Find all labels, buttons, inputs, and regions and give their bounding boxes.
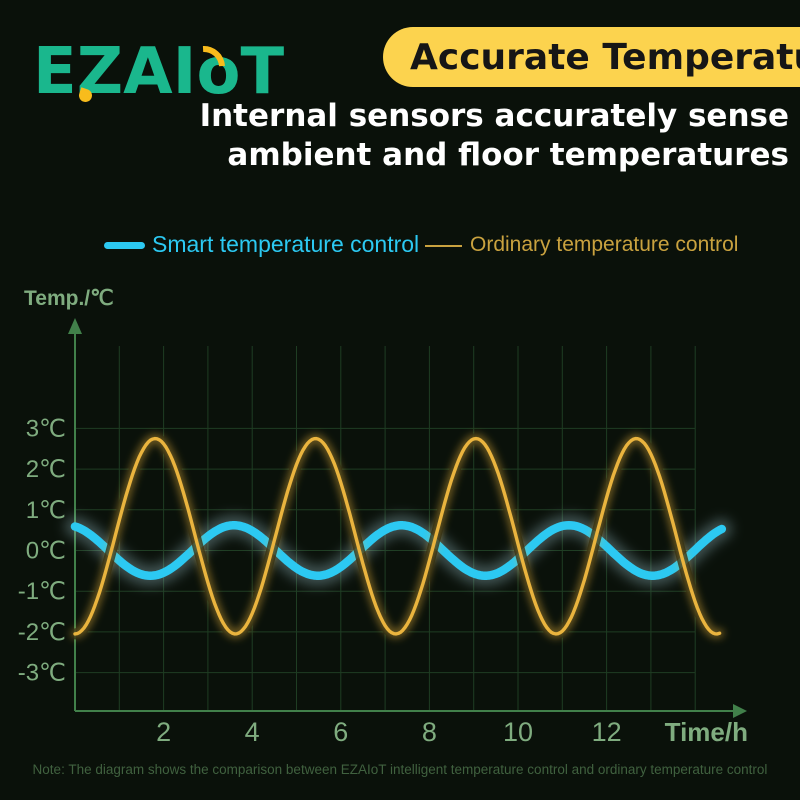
legend-label-ordinary: Ordinary temperature control: [470, 233, 739, 256]
y-tick-label: 0℃: [26, 538, 66, 565]
brand-logo: EZAIoT: [33, 37, 284, 120]
y-axis-label: Temp./℃: [24, 287, 114, 310]
subtitle: Internal sensors accurately sense ambien…: [200, 97, 789, 175]
ordinary-curve-glow: [70, 434, 725, 639]
y-axis-arrow-icon: [68, 318, 82, 334]
legend-label-smart: Smart temperature control: [152, 231, 420, 257]
x-tick-label: 2: [156, 717, 171, 747]
ordinary-curve: [73, 436, 722, 636]
logo-letter-o: o: [196, 35, 241, 109]
accurate-temperature-banner: Accurate Temperature: [383, 27, 800, 87]
subtitle-line-1: Internal sensors accurately sense: [199, 98, 789, 134]
chart-curves: [65, 433, 732, 640]
chart-tick-labels: 3℃ 2℃ 1℃ 0℃ -1℃ -2℃ -3℃ 2 4 6 8 10 12: [18, 415, 622, 747]
x-tick-label: 6: [333, 717, 348, 747]
x-axis-arrow-icon: [733, 704, 747, 718]
logo-text-suffix: T: [240, 35, 285, 109]
logo-text-prefix: EZAI: [33, 35, 197, 109]
x-tick-label: 10: [503, 717, 533, 747]
x-tick-label: 4: [245, 717, 260, 747]
y-tick-label: 2℃: [26, 456, 66, 483]
x-axis-label: Time/h: [665, 717, 748, 747]
y-tick-label: 1℃: [26, 497, 66, 524]
ordinary-line-swatch: [425, 245, 462, 247]
y-tick-label: -1℃: [18, 578, 66, 605]
y-tick-label: -2℃: [18, 619, 66, 646]
smart-line-swatch: [104, 242, 145, 249]
y-tick-label: 3℃: [26, 415, 66, 442]
x-tick-label: 8: [422, 717, 437, 747]
x-tick-label: 12: [592, 717, 622, 747]
y-tick-label: -3℃: [18, 660, 66, 687]
chart-legend: Smart temperature control Ordinary tempe…: [0, 231, 800, 261]
smart-curve: [70, 521, 727, 580]
footnote: Note: The diagram shows the comparison b…: [32, 762, 768, 777]
banner-title: Accurate Temperature: [410, 36, 800, 78]
subtitle-line-2: ambient and floor temperatures: [227, 137, 789, 174]
